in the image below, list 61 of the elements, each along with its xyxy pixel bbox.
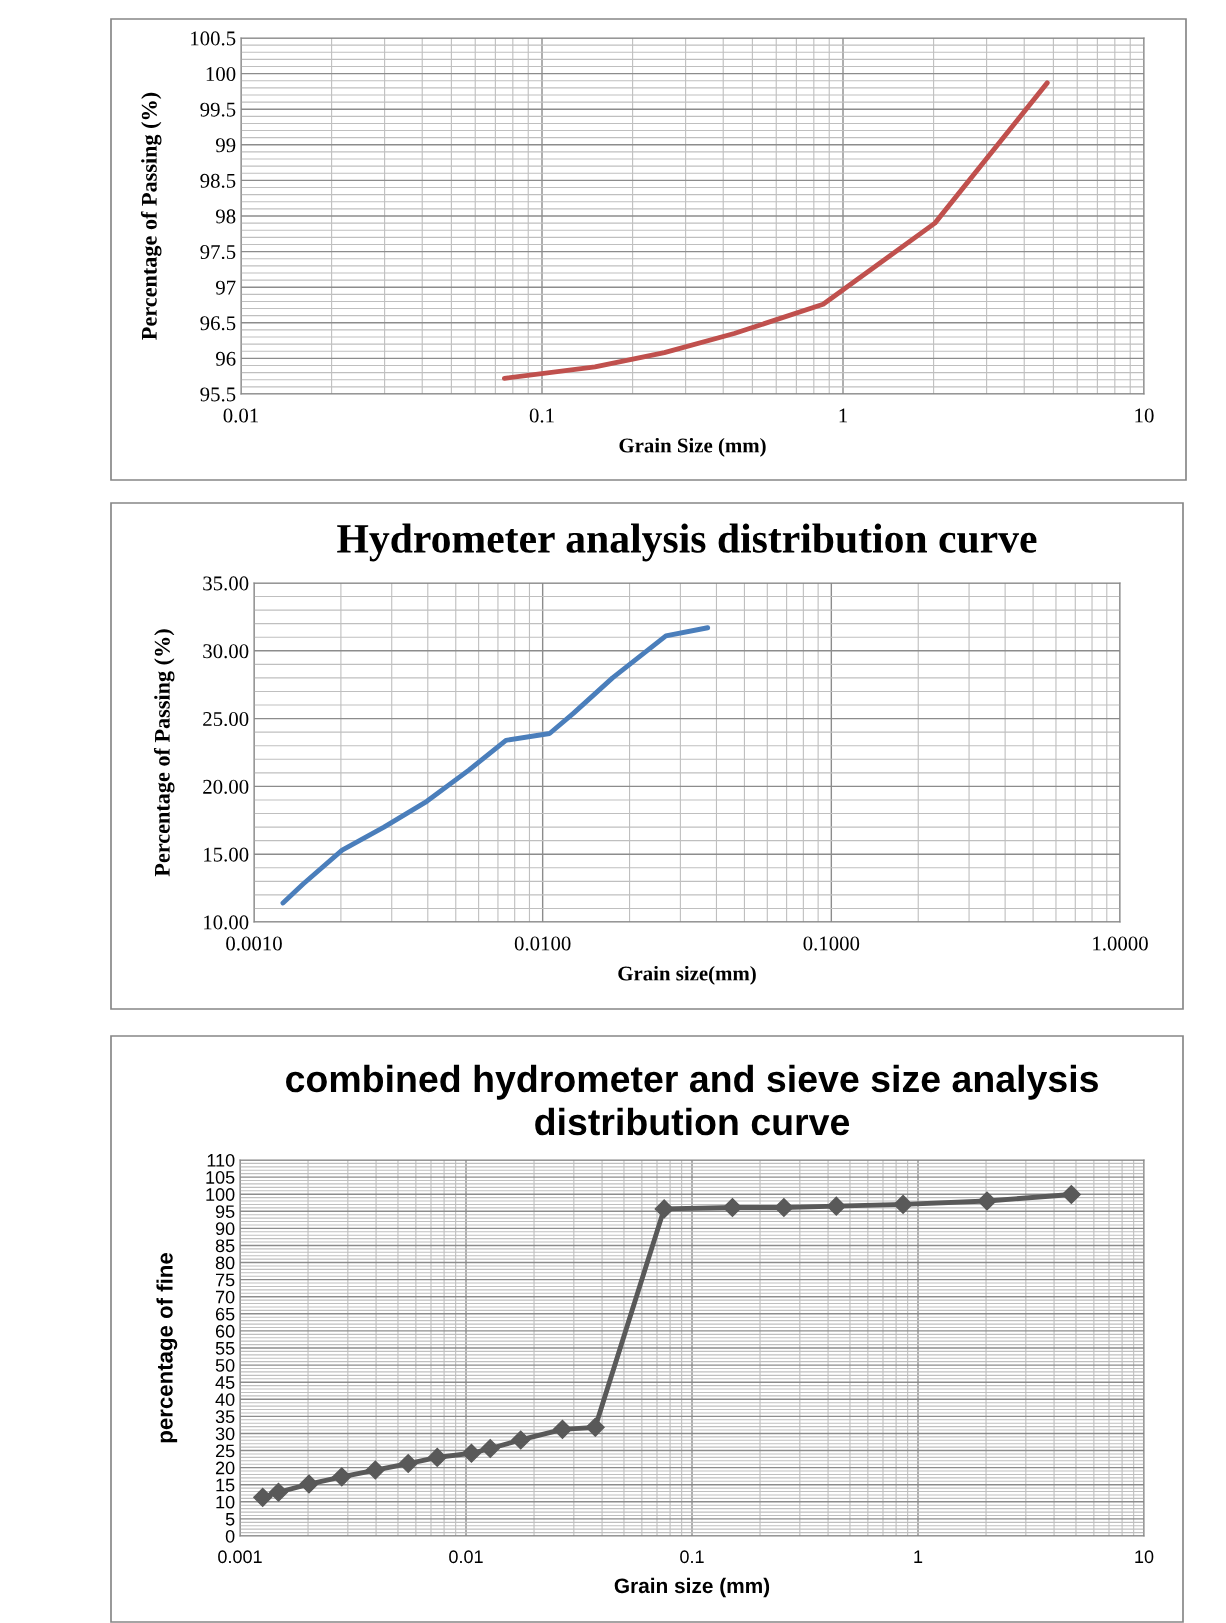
x-tick-label: 0.1 bbox=[680, 1550, 704, 1564]
y-tick-label: 5 bbox=[225, 1513, 235, 1526]
y-tick-label: 55 bbox=[215, 1342, 235, 1355]
y-tick-label: 85 bbox=[215, 1239, 235, 1253]
x-axis-title: Grain size(mm) bbox=[618, 965, 756, 985]
x-tick-label: 0.01 bbox=[449, 1550, 483, 1564]
y-tick-label: 100 bbox=[206, 1188, 235, 1201]
y-tick-label: 65 bbox=[215, 1307, 235, 1321]
y-tick-label: 10 bbox=[216, 1495, 235, 1509]
y-tick-label: 98 bbox=[215, 209, 236, 224]
y-tick-label: 80 bbox=[215, 1256, 235, 1270]
y-tick-label: 96 bbox=[215, 351, 236, 366]
y-tick-label: 0 bbox=[225, 1529, 235, 1543]
y-tick-label: 95 bbox=[215, 1205, 235, 1218]
y-tick-label: 40 bbox=[215, 1393, 235, 1406]
x-tick-label: 0.0010 bbox=[226, 936, 282, 951]
x-tick-label: 1 bbox=[914, 1550, 923, 1563]
y-tick-label: 45 bbox=[215, 1376, 235, 1389]
x-tick-label: 0.01 bbox=[223, 408, 258, 423]
x-axis-title: Grain size (mm) bbox=[614, 1577, 770, 1598]
x-tick-label: 0.1 bbox=[529, 408, 554, 423]
y-tick-label: 70 bbox=[215, 1290, 235, 1304]
y-tick-label: 99.5 bbox=[200, 102, 236, 117]
y-tick-label: 95.5 bbox=[200, 387, 236, 402]
y-tick-label: 15 bbox=[216, 1478, 235, 1492]
y-tick-label: 50 bbox=[215, 1359, 235, 1372]
y-tick-label: 20.00 bbox=[203, 779, 249, 794]
y-tick-label: 10.00 bbox=[204, 915, 249, 930]
y-tick-label: 97.5 bbox=[200, 245, 236, 260]
y-tick-label: 25.00 bbox=[203, 711, 249, 727]
y-tick-label: 60 bbox=[215, 1324, 235, 1338]
y-tick-label: 97 bbox=[215, 280, 236, 295]
y-tick-label: 105 bbox=[206, 1171, 235, 1184]
y-tick-label: 30 bbox=[215, 1427, 235, 1441]
y-tick-label: 98.5 bbox=[200, 173, 236, 188]
y-axis-title: Percentage of Passing (%) bbox=[153, 629, 175, 877]
x-tick-label: 0.0100 bbox=[514, 936, 571, 951]
y-tick-label: 99 bbox=[215, 138, 236, 153]
y-tick-label: 30.00 bbox=[203, 644, 249, 659]
y-tick-label: 110 bbox=[207, 1153, 235, 1167]
chart-title: Hydrometer analysis distribution curve bbox=[337, 523, 1037, 562]
x-axis-title: Grain Size (mm) bbox=[619, 437, 766, 457]
y-tick-label: 35.00 bbox=[203, 576, 249, 591]
y-tick-label: 90 bbox=[215, 1222, 235, 1236]
y-tick-label: 96.5 bbox=[200, 316, 236, 331]
y-tick-label: 15.00 bbox=[204, 847, 249, 862]
y-tick-label: 25 bbox=[215, 1444, 235, 1458]
y-tick-label: 100.5 bbox=[191, 31, 236, 46]
x-tick-label: 1 bbox=[839, 408, 847, 423]
x-tick-label: 0.1000 bbox=[803, 936, 860, 951]
y-tick-label: 35 bbox=[215, 1410, 235, 1424]
x-tick-label: 0.001 bbox=[218, 1550, 262, 1564]
y-tick-label: 20 bbox=[215, 1461, 235, 1475]
y-axis-title: percentage of fine bbox=[156, 1253, 178, 1443]
x-tick-label: 1.0000 bbox=[1093, 936, 1148, 951]
y-tick-label: 100 bbox=[206, 66, 236, 82]
x-tick-label: 10 bbox=[1135, 408, 1154, 423]
y-axis-title: Percentage of Passing (%) bbox=[140, 92, 162, 340]
chart-title: combined hydrometer and sieve size analysis distribution curve bbox=[286, 1064, 1098, 1136]
x-tick-label: 10 bbox=[1135, 1550, 1154, 1564]
y-tick-label: 75 bbox=[215, 1273, 235, 1287]
